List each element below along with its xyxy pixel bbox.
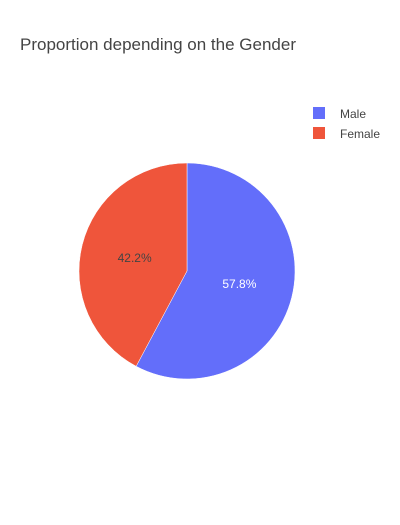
- pie-slices: [78, 162, 296, 380]
- legend-item-male[interactable]: Male: [313, 107, 366, 121]
- pie-slice-female[interactable]: [78, 162, 188, 367]
- slice-label-female: 42.2%: [118, 251, 152, 265]
- legend: Male Female: [313, 107, 380, 141]
- slice-label-male: 57.8%: [222, 277, 256, 291]
- chart-title: Proportion depending on the Gender: [20, 35, 296, 54]
- pie-slice-male[interactable]: [135, 162, 296, 380]
- pie-slice-labels: 57.8% 42.2%: [118, 251, 257, 291]
- legend-label-male: Male: [340, 107, 366, 121]
- legend-item-female[interactable]: Female: [313, 127, 380, 141]
- legend-swatch-male: [313, 107, 325, 119]
- legend-label-female: Female: [340, 127, 380, 141]
- legend-swatch-female: [313, 127, 325, 139]
